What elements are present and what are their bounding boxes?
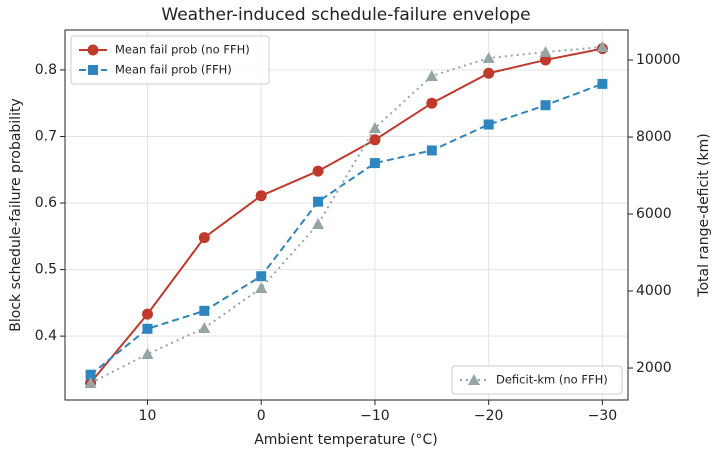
data-point bbox=[256, 271, 267, 282]
y2-axis-label: Total range-deficit (km) bbox=[696, 133, 712, 297]
y2-tick-label: 4000 bbox=[636, 283, 672, 299]
y2-tick-label: 6000 bbox=[636, 206, 672, 222]
data-point bbox=[312, 218, 325, 230]
data-point bbox=[369, 134, 381, 146]
data-point bbox=[483, 119, 494, 130]
legend-label: Deficit-km (no FFH) bbox=[496, 373, 608, 387]
series-line bbox=[89, 47, 603, 384]
chart-title: Weather-induced schedule-failure envelop… bbox=[161, 5, 530, 25]
data-point bbox=[199, 305, 210, 316]
legend-marker bbox=[88, 65, 98, 75]
x-tick-label: 0 bbox=[257, 408, 266, 424]
y2-tick-label: 8000 bbox=[636, 129, 672, 145]
y-tick-label: 0.5 bbox=[35, 262, 57, 278]
y-tick-label: 0.4 bbox=[35, 328, 57, 344]
data-point bbox=[312, 165, 324, 177]
y-tick-label: 0.7 bbox=[35, 128, 57, 144]
data-point bbox=[426, 145, 437, 156]
x-axis-label: Ambient temperature (°C) bbox=[254, 432, 438, 448]
data-point bbox=[596, 41, 609, 53]
data-point bbox=[540, 100, 551, 111]
data-point bbox=[368, 122, 381, 134]
x-tick-label: −30 bbox=[588, 408, 618, 424]
data-point bbox=[255, 190, 267, 202]
legend-label: Mean fail prob (no FFH) bbox=[115, 43, 250, 57]
data-point bbox=[425, 70, 438, 82]
data-point bbox=[141, 348, 154, 360]
data-point bbox=[539, 46, 552, 58]
data-point bbox=[198, 322, 211, 334]
legend-marker bbox=[468, 374, 480, 385]
data-point bbox=[597, 78, 608, 89]
data-point bbox=[482, 52, 495, 64]
y-axis-label: Block schedule-failure probability bbox=[8, 98, 24, 331]
y-tick-label: 0.8 bbox=[35, 62, 57, 78]
x-tick-label: −20 bbox=[474, 408, 504, 424]
data-point bbox=[255, 282, 268, 294]
data-point bbox=[84, 377, 97, 389]
data-point bbox=[369, 158, 380, 169]
series-line bbox=[90, 46, 603, 384]
legend-box bbox=[451, 365, 623, 395]
plot-frame bbox=[64, 29, 629, 401]
legend-box bbox=[70, 35, 270, 85]
data-point bbox=[142, 323, 153, 334]
x-tick-label: 10 bbox=[139, 408, 157, 424]
data-point bbox=[540, 54, 552, 66]
x-tick-label: −10 bbox=[360, 408, 390, 424]
data-point bbox=[85, 369, 96, 380]
series-line bbox=[89, 82, 603, 376]
legend-label: Mean fail prob (FFH) bbox=[115, 63, 232, 77]
data-point bbox=[141, 308, 153, 320]
data-point bbox=[198, 232, 210, 244]
y2-tick-label: 10000 bbox=[636, 52, 681, 68]
y2-tick-label: 2000 bbox=[636, 360, 672, 376]
data-point bbox=[426, 97, 438, 109]
data-point bbox=[483, 67, 495, 79]
legend-marker bbox=[87, 44, 99, 56]
data-point bbox=[313, 196, 324, 207]
y-tick-label: 0.6 bbox=[35, 195, 57, 211]
